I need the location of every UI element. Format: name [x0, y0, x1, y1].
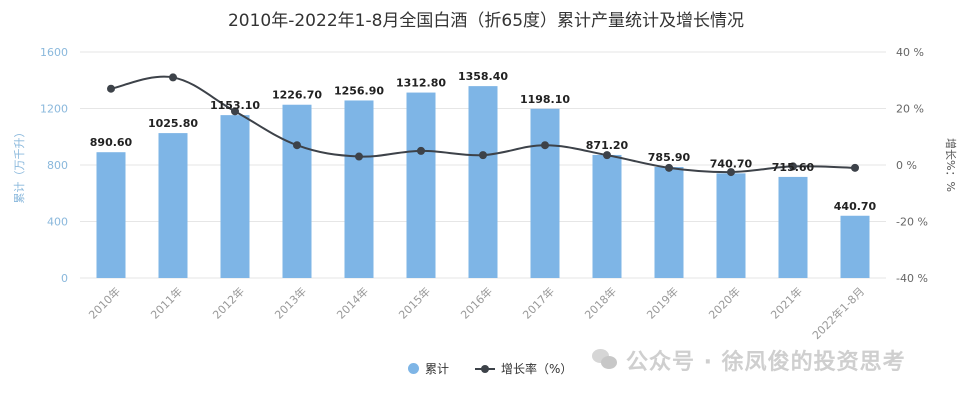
- y2-tick-label: 40 %: [896, 46, 924, 59]
- y-tick-label: 1600: [40, 46, 68, 59]
- growth-point: [727, 168, 735, 177]
- x-tick-label: 2018年: [582, 284, 619, 321]
- bar-value-label: 1153.10: [210, 99, 260, 112]
- growth-point: [231, 107, 239, 116]
- bar-value-label: 1312.80: [396, 77, 446, 90]
- x-tick-label: 2014年: [334, 284, 371, 321]
- chart-title: 2010年-2022年1-8月全国白酒（折65度）累计产量统计及增长情况: [227, 11, 745, 31]
- bar: [158, 133, 188, 278]
- x-tick-label: 2019年: [644, 284, 681, 321]
- y2-axis-title: 增长%：%: [944, 138, 958, 192]
- legend-bar-label: 累计: [425, 362, 450, 376]
- y2-tick-label: -40 %: [896, 272, 928, 285]
- bar: [778, 176, 808, 278]
- growth-point: [665, 163, 673, 172]
- growth-point: [293, 141, 301, 150]
- legend-bar-swatch: [408, 363, 419, 374]
- x-tick-label: 2011年: [148, 284, 185, 321]
- x-tick-label: 2013年: [272, 284, 309, 321]
- y2-tick-label: 0 %: [896, 159, 917, 172]
- growth-point: [603, 151, 611, 160]
- bar-value-label: 1025.80: [148, 117, 198, 130]
- bar: [592, 154, 622, 278]
- growth-point: [789, 162, 797, 171]
- y-tick-label: 0: [61, 272, 68, 285]
- bar: [220, 115, 250, 278]
- legend: 累计 增长率（%）: [408, 360, 598, 377]
- bar-value-label: 440.70: [834, 200, 877, 213]
- y-tick-label: 1200: [40, 103, 68, 116]
- y-tick-label: 400: [47, 216, 68, 229]
- wechat-icon: [592, 349, 618, 371]
- bar-value-label: 785.90: [648, 151, 691, 164]
- x-tick-label: 2017年: [520, 284, 557, 321]
- bar: [716, 173, 746, 278]
- x-tick-label: 2012年: [210, 284, 247, 321]
- legend-item-bar[interactable]: 累计: [408, 360, 449, 377]
- x-tick-label: 2021年: [768, 284, 805, 321]
- bar-value-label: 1358.40: [458, 70, 508, 83]
- growth-point: [107, 84, 115, 93]
- y2-tick-label: 20 %: [896, 103, 924, 116]
- growth-point: [479, 151, 487, 160]
- x-tick-label: 2016年: [458, 284, 495, 321]
- legend-line-swatch: [475, 363, 496, 374]
- bar-value-label: 715.60: [772, 161, 815, 174]
- growth-point: [355, 152, 363, 161]
- growth-point: [541, 141, 549, 150]
- y-tick-label: 800: [47, 159, 68, 172]
- bar-value-label: 1198.10: [520, 93, 570, 106]
- x-tick-label: 2010年: [86, 284, 123, 321]
- y2-tick-label: -20 %: [896, 216, 928, 229]
- legend-item-line[interactable]: 增长率（%）: [475, 360, 572, 377]
- bar: [530, 108, 560, 278]
- bar: [406, 92, 436, 278]
- bar-value-label: 871.20: [586, 139, 629, 152]
- bar-value-label: 740.70: [710, 157, 753, 170]
- legend-line-label: 增长率（%）: [501, 362, 573, 376]
- bar-value-label: 890.60: [90, 136, 133, 149]
- bar: [96, 152, 126, 278]
- bar-value-label: 1226.70: [272, 89, 322, 102]
- bar: [654, 166, 684, 278]
- watermark: 公众号 · 徐凤俊的投资思考: [592, 344, 906, 376]
- watermark-text: 公众号 · 徐凤俊的投资思考: [626, 350, 906, 375]
- bar-value-label: 1256.90: [334, 84, 384, 97]
- bar: [344, 100, 374, 278]
- bar: [468, 86, 498, 278]
- x-tick-label: 2015年: [396, 284, 433, 321]
- growth-point: [851, 163, 859, 172]
- x-tick-label: 2020年: [706, 284, 743, 321]
- bar: [282, 104, 312, 278]
- growth-point: [169, 73, 177, 82]
- x-tick-label: 2022年1-8月: [809, 284, 867, 342]
- y-axis-title: 累计（万千升）: [13, 127, 26, 204]
- bar: [840, 215, 870, 278]
- growth-point: [417, 146, 425, 155]
